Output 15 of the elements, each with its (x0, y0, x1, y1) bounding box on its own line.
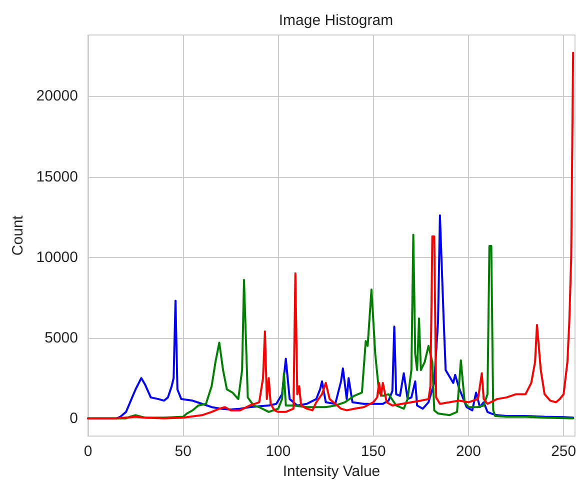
x-tick-label: 150 (360, 443, 386, 460)
y-tick-label: 20000 (36, 88, 78, 105)
x-tick-label: 50 (174, 443, 192, 460)
line-series (87, 52, 574, 420)
x-tick-label: 200 (456, 443, 481, 460)
x-tick-label: 0 (84, 443, 92, 460)
y-tick-label: 15000 (36, 168, 78, 186)
y-tick-label: 5000 (44, 329, 78, 346)
x-axis-title: Intensity Value (282, 463, 380, 480)
y-tick-label: 10000 (36, 248, 78, 266)
x-tick-label: 100 (266, 443, 291, 460)
y-axis-title: Count (9, 214, 26, 256)
x-tick-label: 250 (551, 443, 576, 460)
y-tick-label: 0 (70, 410, 78, 427)
chart-title: Image Histogram (278, 12, 394, 29)
